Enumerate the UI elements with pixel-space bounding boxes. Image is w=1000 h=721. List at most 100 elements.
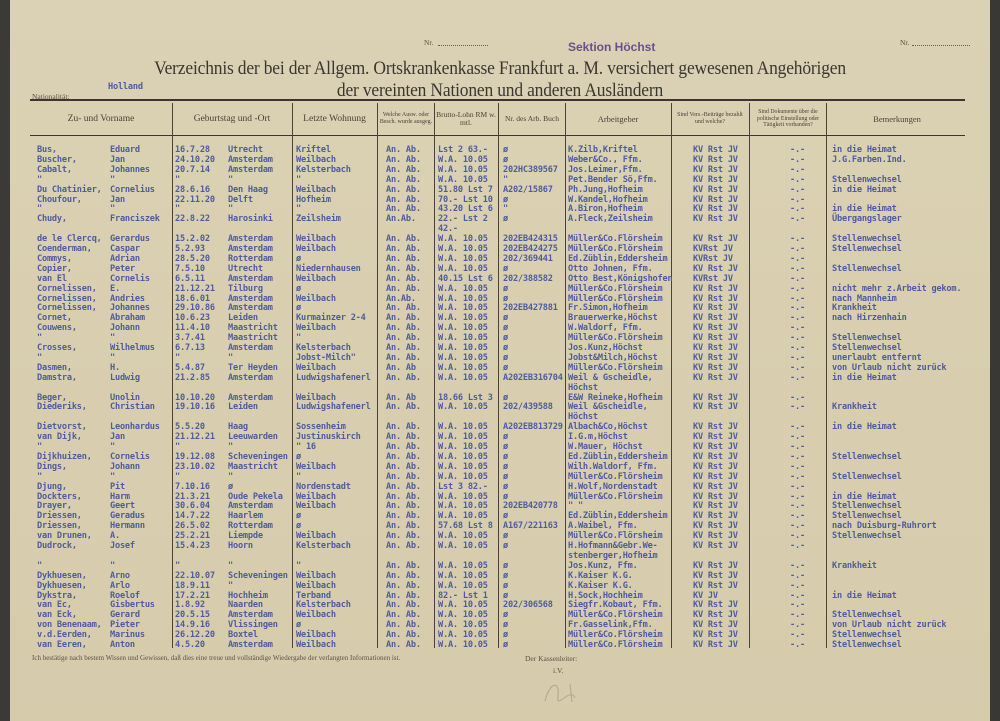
cell-birth-date: 28.5.20	[175, 253, 210, 264]
cell-remarks: in die Heimat	[832, 145, 897, 155]
nationality-label: Nationalität:	[32, 92, 70, 101]
cell-political-documents: -.-	[790, 352, 805, 363]
cell-political-documents: -.-	[790, 541, 805, 551]
cell-remarks: Stellenwechsel	[832, 531, 902, 542]
cell-last-residence: Justinuskirch	[296, 432, 361, 443]
cell-employer: I.G.m,Höchst	[568, 432, 628, 443]
table-row: von Benenaam, Pieter 14.9.16 Vlissingen ø An.…	[0, 620, 1000, 630]
cell-document-issued: An. Ab.	[386, 432, 421, 443]
cell-document-issued: An. Ab.	[386, 442, 421, 452]
cell-first-name: Pieter	[110, 620, 140, 631]
cell-political-documents: -.-	[790, 442, 805, 452]
cell-birth-date: "	[175, 560, 180, 571]
cell-employer: A.Fleck,Zeilsheim	[568, 214, 653, 225]
cell-last-residence: Weilbach	[296, 362, 336, 373]
cell-last-residence: Weilbach	[296, 531, 336, 542]
cell-first-name: "	[110, 471, 115, 482]
table-row: Dykhuesen, Arno 22.10.07 Scheveningen Weilba…	[0, 571, 1000, 581]
cell-birth-date: 21.12.21	[175, 432, 215, 443]
cell-surname: Damstra,	[37, 372, 77, 383]
cell-employer: Höchst	[568, 412, 598, 423]
cell-birth-place: Amsterdam	[228, 293, 273, 304]
table-row: 42.-	[0, 224, 1000, 234]
cell-contributions: KV Rst JV	[693, 402, 738, 413]
cell-workbook-number: 202/369441	[503, 253, 553, 264]
cell-document-issued: An. Ab	[386, 392, 416, 403]
cell-birth-place: Amsterdam	[228, 610, 273, 621]
cell-employer: Brauerwerke,Höchst	[568, 313, 658, 324]
cell-surname: "	[37, 333, 42, 344]
cell-political-documents: -.-	[790, 253, 805, 264]
cell-document-issued: An. Ab.	[386, 610, 421, 621]
cell-remarks: J.G.Farben.Ind.	[832, 154, 907, 165]
cell-contributions: KV Rst JV	[693, 491, 738, 502]
cell-employer: Müller&Co.Flörsheim	[568, 471, 663, 482]
cell-birth-place: Leiden	[228, 402, 258, 413]
cell-political-documents: -.-	[790, 174, 805, 185]
cell-employer: Weil & Gscheidle,	[568, 372, 653, 383]
cell-political-documents: -.-	[790, 620, 805, 631]
cell-document-issued: An. Ab.	[386, 451, 421, 462]
cell-employer: E&W Reineke,Hofheim	[568, 392, 663, 403]
cell-political-documents: -.-	[790, 392, 805, 403]
cell-birth-place: Maastricht	[228, 333, 278, 344]
cell-gross-wage: W.A. 10.05	[438, 333, 488, 344]
cell-document-issued: An.Ab.	[386, 293, 416, 304]
cell-political-documents: -.-	[790, 145, 805, 155]
table-row: Cornet, Abraham 10.6.23 Leiden Kurmainzer 2-…	[0, 313, 1000, 323]
cell-remarks: Stellenwechsel	[832, 244, 902, 254]
cell-document-issued: An. Ab.	[386, 204, 421, 215]
cell-contributions: KV Rst JV	[693, 432, 738, 443]
cell-workbook-number: "	[503, 204, 508, 215]
cell-employer: " "	[568, 501, 583, 512]
cell-gross-wage: W.A. 10.05	[438, 580, 488, 591]
cell-employer: W.Mauer, Höchst	[568, 442, 643, 452]
cell-gross-wage: W.A. 10.05	[438, 541, 488, 551]
cell-document-issued: An. Ab.	[386, 352, 421, 363]
cell-employer: A.Biron,Hofheim	[568, 204, 643, 215]
cell-document-issued: An. Ab.	[386, 580, 421, 591]
cell-surname: "	[37, 174, 42, 185]
cell-first-name: Franciszek	[110, 214, 160, 225]
cell-birth-place: Scheveningen	[228, 570, 288, 581]
cell-gross-wage: W.A. 10.05	[438, 293, 488, 304]
cell-document-issued: An. Ab.	[386, 640, 421, 650]
cell-birth-date: 19.12.08	[175, 451, 215, 462]
cell-last-residence: ø	[296, 451, 301, 462]
cell-employer: Jos.Leimer,Ffm.	[568, 164, 643, 175]
cell-first-name: "	[110, 352, 115, 363]
cell-workbook-number: ø	[503, 263, 508, 274]
cell-gross-wage: W.A. 10.05	[438, 164, 488, 175]
cell-political-documents: -.-	[790, 580, 805, 591]
column-header-document: Welche Ausw. oder Besch. wurde ausgeg.	[379, 112, 433, 125]
cell-first-name: Pit	[110, 481, 125, 492]
cell-last-residence: Weilbach	[296, 244, 336, 254]
cell-first-name: Cornelius	[110, 184, 155, 195]
column-header-workbook: Nr. des Arb. Buch	[505, 114, 559, 123]
cell-workbook-number: ø	[503, 293, 508, 304]
cell-employer: Müller&Co.Flörsheim	[568, 293, 663, 304]
column-divider	[565, 103, 566, 648]
cell-political-documents: -.-	[790, 560, 805, 571]
table-row: " " " " " An. Ab. W.A. 10.05 ø Müller&Co.Flörshe…	[0, 472, 1000, 482]
cell-birth-date: 10.10.20	[175, 392, 215, 403]
table-row: Höchst	[0, 383, 1000, 393]
column-header-residence: Letzte Wohnung	[303, 114, 366, 124]
number-label-1: Nr.	[424, 38, 434, 47]
cell-political-documents: -.-	[790, 521, 805, 532]
cell-contributions: KV Rst JV	[693, 313, 738, 324]
cell-gross-wage: W.A. 10.05	[438, 303, 488, 314]
cell-workbook-number: ø	[503, 333, 508, 344]
cell-workbook-number: ø	[503, 323, 508, 334]
cell-birth-date: "	[175, 204, 180, 215]
number-line-1	[438, 44, 488, 46]
cell-workbook-number: A167/221163	[503, 521, 558, 532]
cell-birth-date: 18.6.01	[175, 293, 210, 304]
cell-gross-wage: W.A. 10.05	[438, 174, 488, 185]
table-row: Crosses, Wilhelmus 6.7.13 Amsterdam Kelsterb…	[0, 343, 1000, 353]
cell-remarks: Stellenwechsel	[832, 610, 902, 621]
number-line-2	[912, 44, 970, 46]
cell-document-issued: An. Ab.	[386, 244, 421, 254]
cell-workbook-number: 202EB424315	[503, 234, 558, 245]
column-divider	[172, 103, 173, 648]
